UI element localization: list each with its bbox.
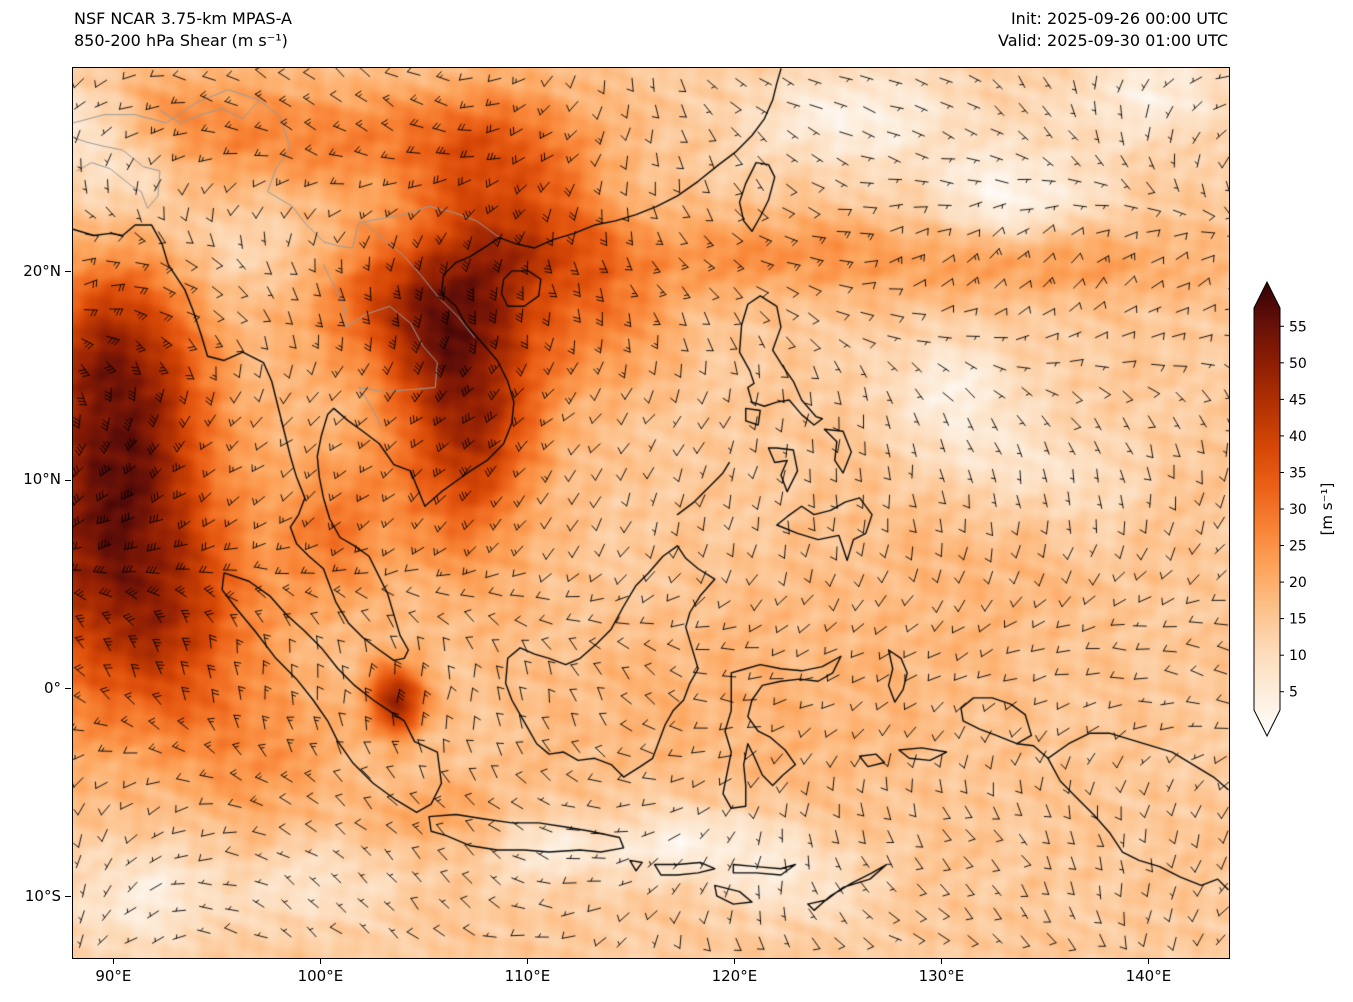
colorbar-tick-label: 5: [1289, 685, 1298, 701]
x-tick-label: 110°E: [504, 967, 551, 985]
init-time: Init: 2025-09-26 00:00 UTC: [1010, 9, 1228, 28]
x-tick-label: 120°E: [711, 967, 758, 985]
field-title: 850-200 hPa Shear (m s⁻¹): [74, 31, 288, 50]
map-plot-area: [72, 67, 1230, 959]
colorbar-tick-label: 20: [1289, 575, 1307, 591]
figure-title-block: NSF NCAR 3.75-km MPAS-A 850-200 hPa Shea…: [74, 8, 292, 52]
colorbar-tick-label: 50: [1289, 356, 1307, 372]
shear-heatmap-canvas: [73, 68, 1229, 958]
colorbar-tick-label: 40: [1289, 429, 1307, 445]
y-tick-label: 0°: [43, 678, 61, 697]
colorbar-tick-label: 55: [1289, 319, 1307, 335]
y-axis-tick: [65, 271, 71, 273]
x-tick-label: 90°E: [95, 967, 132, 985]
colorbar-tick-label: 10: [1289, 648, 1307, 664]
x-axis-tick: [940, 958, 942, 964]
colorbar-tick-label: 25: [1289, 539, 1307, 555]
x-tick-label: 130°E: [918, 967, 965, 985]
colorbar-tick-label: 35: [1289, 466, 1307, 482]
colorbar: 5 10 15 20 25 30 35 40 45 50 55 [m s⁻¹]: [1253, 280, 1336, 738]
x-axis-tick: [526, 958, 528, 964]
x-axis-tick: [1147, 958, 1149, 964]
y-tick-label: 10°N: [23, 470, 61, 489]
valid-time: Valid: 2025-09-30 01:00 UTC: [997, 31, 1228, 50]
x-axis-tick: [319, 958, 321, 964]
model-title: NSF NCAR 3.75-km MPAS-A: [74, 9, 292, 28]
y-axis-tick: [65, 896, 71, 898]
y-axis-tick: [65, 688, 71, 690]
colorbar-unit-label: [m s⁻¹]: [1318, 483, 1336, 536]
colorbar-gradient-bar: [1253, 280, 1281, 738]
colorbar-tick-label: 30: [1289, 502, 1307, 518]
y-axis-tick: [65, 479, 71, 481]
colorbar-tick-label: 15: [1289, 612, 1307, 628]
x-axis-tick: [733, 958, 735, 964]
x-axis-tick: [112, 958, 114, 964]
y-tick-label: 20°N: [23, 261, 61, 280]
run-times-block: Init: 2025-09-26 00:00 UTC Valid: 2025-0…: [998, 8, 1228, 52]
colorbar-tick-label: 45: [1289, 392, 1307, 408]
x-tick-label: 140°E: [1125, 967, 1172, 985]
x-tick-label: 100°E: [297, 967, 344, 985]
y-tick-label: 10°S: [24, 886, 61, 905]
